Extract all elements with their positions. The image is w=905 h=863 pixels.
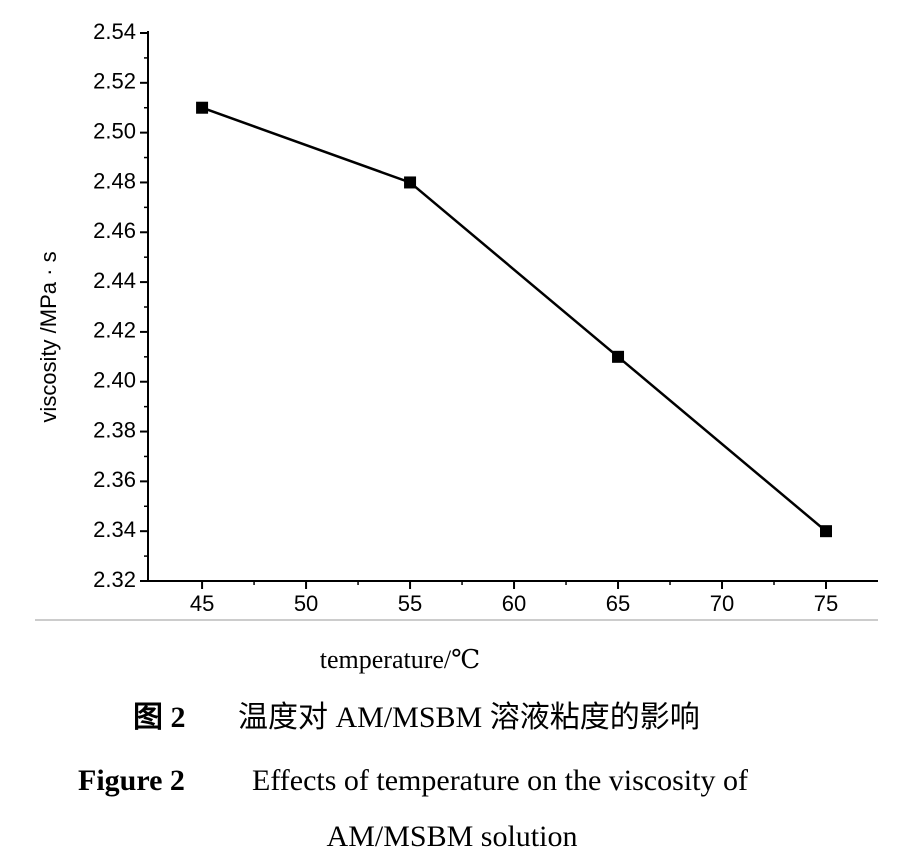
caption-label: Figure 2 — [78, 764, 185, 797]
caption-text: 温度对 AM/MSBM 溶液粘度的影响 — [238, 701, 700, 734]
x-tick-label: 45 — [190, 591, 214, 616]
y-tick-label: 2.40 — [93, 368, 136, 393]
x-tick-label: 65 — [606, 591, 630, 616]
x-tick-label: 50 — [294, 591, 318, 616]
y-tick-label: 2.38 — [93, 417, 136, 442]
y-tick-label: 2.54 — [93, 19, 136, 44]
caption-text: AM/MSBM solution — [327, 820, 578, 853]
y-tick-label: 2.36 — [93, 467, 136, 492]
data-point — [612, 350, 625, 363]
x-tick-label: 70 — [710, 591, 734, 616]
y-tick-label: 2.50 — [93, 118, 136, 143]
data-point — [196, 101, 209, 114]
caption-label: 图 2 — [133, 701, 186, 734]
y-tick-label: 2.48 — [93, 168, 136, 193]
y-tick-label: 2.52 — [93, 69, 136, 94]
y-tick-label: 2.32 — [93, 567, 136, 592]
data-point — [820, 525, 833, 538]
y-axis-label: viscosity /MPa · s — [36, 251, 61, 422]
x-tick-label: 75 — [814, 591, 838, 616]
y-tick-label: 2.34 — [93, 517, 136, 542]
x-tick-label: 60 — [502, 591, 526, 616]
y-tick-label: 2.46 — [93, 218, 136, 243]
caption-text: Effects of temperature on the viscosity … — [252, 764, 748, 797]
x-tick-label: 55 — [398, 591, 422, 616]
y-tick-label: 2.44 — [93, 268, 136, 293]
y-tick-label: 2.42 — [93, 318, 136, 343]
x-axis-label: temperature/℃ — [320, 645, 480, 674]
data-line — [201, 106, 827, 533]
data-point — [404, 176, 417, 189]
